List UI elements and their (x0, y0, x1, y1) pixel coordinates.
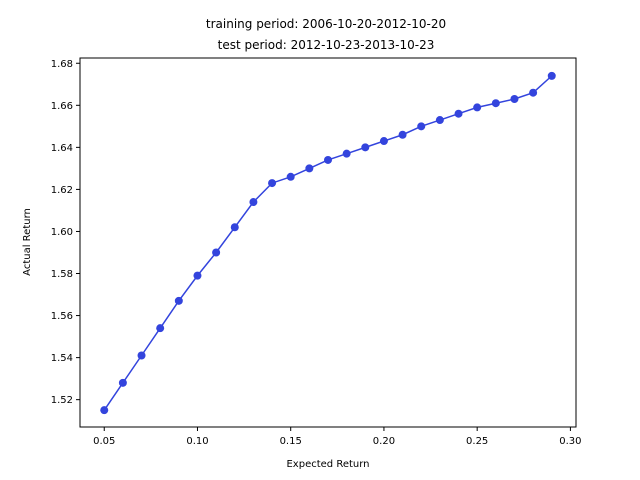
data-point (324, 155, 332, 164)
data-point (100, 406, 109, 415)
x-tick-label: 0.15 (280, 436, 302, 447)
y-tick-label: 1.52 (51, 395, 73, 406)
data-point (156, 324, 165, 333)
x-tick-label: 0.30 (559, 436, 581, 447)
data-point (398, 130, 407, 139)
data-point (491, 99, 500, 108)
data-point (268, 179, 277, 188)
x-axis-label: Expected Return (286, 459, 369, 470)
y-tick-label: 1.58 (51, 269, 73, 280)
data-point (417, 122, 426, 131)
data-point (435, 116, 444, 125)
plot-area: 0.05 0.10 0.15 0.20 0.25 0.30 1.52 1.54 1.56 1.58… (51, 59, 582, 447)
x-tick-label: 0.20 (373, 436, 395, 447)
data-point (137, 351, 146, 360)
chart-title-line-1: training period: 2006-10-20-2012-10-20 (206, 17, 446, 31)
data-point (361, 143, 370, 152)
data-point (510, 95, 519, 103)
x-tick-label: 0.05 (93, 436, 115, 447)
plot-frame (79, 57, 577, 428)
data-point (342, 149, 351, 158)
data-point (193, 271, 202, 280)
data-point (305, 164, 314, 173)
data-point (230, 223, 239, 232)
data-point (529, 88, 538, 97)
data-point (249, 198, 258, 207)
y-tick-label: 1.68 (51, 59, 73, 70)
y-tick-label: 1.62 (51, 185, 73, 196)
y-tick-label: 1.60 (51, 227, 73, 238)
data-point (473, 103, 482, 112)
chart-title-line-2: test period: 2012-10-23-2013-10-23 (218, 38, 435, 52)
y-tick-label: 1.54 (51, 353, 73, 364)
series-line (103, 75, 553, 411)
data-point (379, 137, 388, 146)
data-point (547, 71, 556, 80)
y-tick-label: 1.66 (51, 101, 73, 112)
y-axis-label: Actual Return (22, 208, 33, 276)
y-tick-label: 1.64 (51, 143, 73, 154)
x-tick-label: 0.10 (186, 436, 208, 447)
data-point (118, 378, 127, 387)
data-point (174, 296, 183, 305)
y-tick-label: 1.56 (51, 311, 73, 322)
x-tick-label: 0.25 (466, 436, 488, 447)
data-point (454, 109, 463, 118)
data-point (286, 172, 295, 181)
data-point (212, 248, 221, 257)
